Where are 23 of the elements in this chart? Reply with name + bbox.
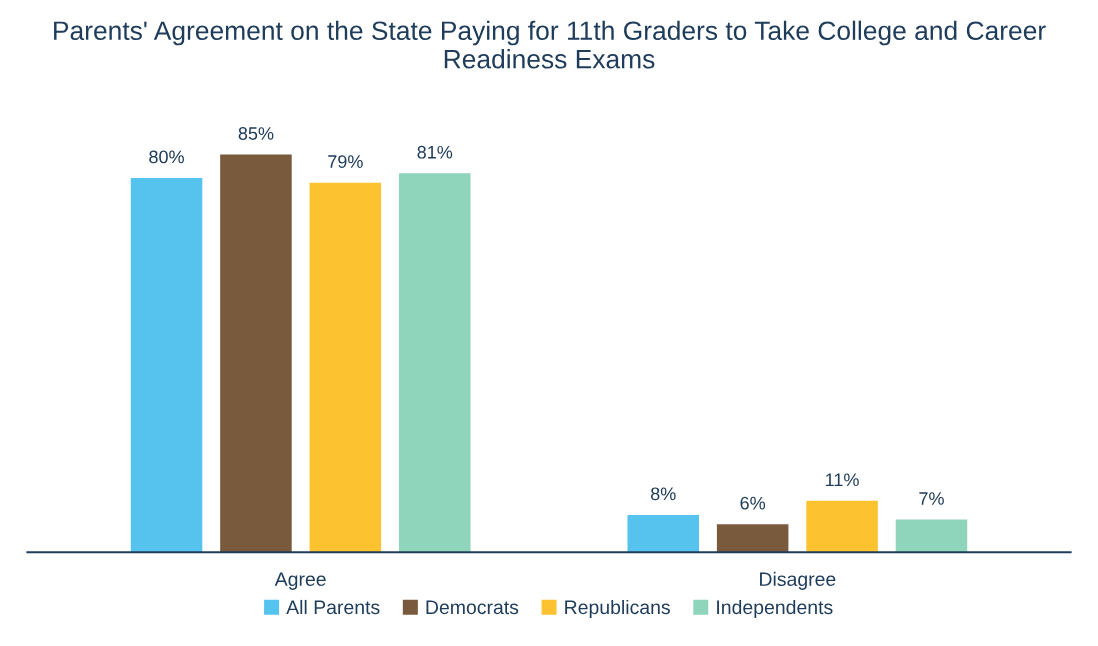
bar xyxy=(220,154,292,553)
bar xyxy=(895,519,968,553)
data-label: 7% xyxy=(919,492,944,505)
data-label: 6% xyxy=(740,496,766,510)
bar xyxy=(716,524,789,553)
data-label: 11% xyxy=(826,473,859,487)
legend-label: Democrats xyxy=(426,600,519,615)
chart-title: Parents' Agreement on the State Paying for 11th Graders to Take College and Career Readiness Exams xyxy=(54,20,1046,69)
legend-label: All Parents xyxy=(286,599,380,615)
data-label: 79% xyxy=(328,155,363,168)
legend-label: Independents xyxy=(717,599,833,619)
x-tick-label: Disagree xyxy=(760,571,836,590)
data-label: 85% xyxy=(238,127,274,140)
bar xyxy=(806,500,878,553)
legend-label: Republicans xyxy=(565,599,670,619)
data-label: 81% xyxy=(417,145,453,159)
bar xyxy=(627,514,700,553)
data-label: 80% xyxy=(149,150,184,164)
bar xyxy=(130,177,203,553)
data-label: 8% xyxy=(650,487,676,501)
bar xyxy=(398,173,471,553)
x-tick-label: Agree xyxy=(274,572,326,590)
bar xyxy=(309,182,382,553)
